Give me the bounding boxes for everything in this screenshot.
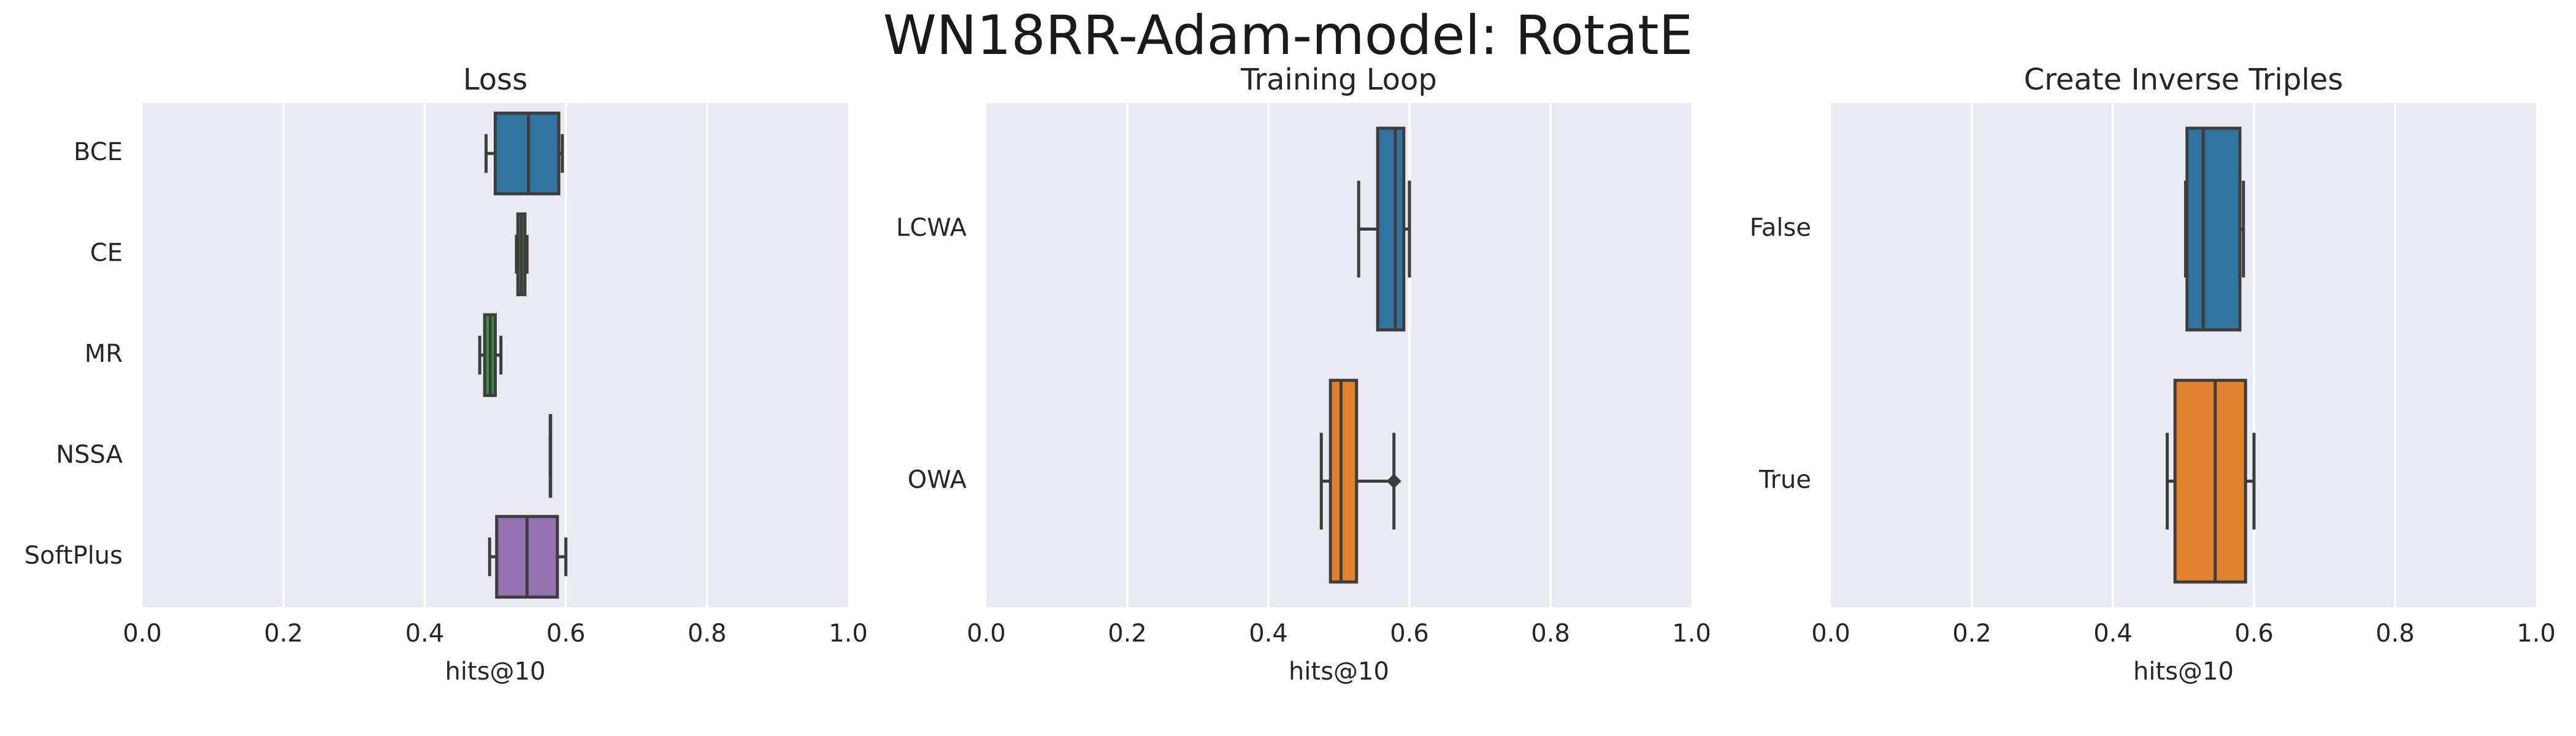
- y-tick-label: True: [1758, 466, 1811, 494]
- x-tick-label: 0.6: [1390, 619, 1429, 648]
- x-tick-label: 0.8: [1531, 619, 1570, 648]
- box-softplus: [488, 515, 568, 599]
- y-tick-label: CE: [90, 239, 123, 267]
- box-nssa: [548, 414, 553, 498]
- x-axis-label: hits@10: [1289, 657, 1389, 686]
- x-tick-label: 0.2: [264, 619, 303, 648]
- x-tick-label: 0.2: [1108, 619, 1147, 648]
- x-tick-label: 1.0: [829, 619, 868, 648]
- x-tick-label: 0.0: [967, 619, 1006, 648]
- x-tick-label: 1.0: [1672, 619, 1711, 648]
- y-tick-label: SoftPlus: [25, 542, 123, 570]
- x-tick-label: 0.0: [123, 619, 162, 648]
- box-true: [2166, 378, 2256, 584]
- x-tick-label: 0.8: [2375, 619, 2415, 648]
- y-tick-label: MR: [85, 340, 123, 368]
- box-owa: [1319, 378, 1401, 584]
- panel-title: Create Inverse Triples: [2024, 63, 2343, 97]
- panel-title: Training Loop: [1240, 63, 1437, 97]
- box-body: [2185, 126, 2242, 332]
- box-body: [2173, 378, 2247, 584]
- box-ce: [515, 212, 529, 296]
- box-body: [1328, 378, 1359, 584]
- flier-point: [1386, 473, 1401, 489]
- panel-title: Loss: [463, 63, 527, 97]
- x-tick-label: 1.0: [2517, 619, 2556, 648]
- box-false: [2183, 126, 2245, 332]
- x-axis-label: hits@10: [2133, 657, 2234, 686]
- y-tick-label: BCE: [74, 138, 123, 166]
- x-tick-label: 0.6: [546, 619, 586, 648]
- box-lcwa: [1357, 126, 1411, 332]
- box-mr: [478, 313, 503, 397]
- x-tick-label: 0.4: [2093, 619, 2133, 648]
- x-tick-label: 0.4: [1249, 619, 1288, 648]
- x-axis-label: hits@10: [445, 657, 546, 686]
- y-tick-label: OWA: [908, 466, 967, 494]
- x-tick-label: 0.6: [2234, 619, 2274, 648]
- x-tick-label: 0.0: [1811, 619, 1850, 648]
- box-bce: [485, 111, 564, 196]
- x-tick-label: 0.8: [688, 619, 727, 648]
- y-tick-label: NSSA: [56, 440, 123, 469]
- x-tick-label: 0.4: [405, 619, 445, 648]
- x-tick-label: 0.2: [1952, 619, 1991, 648]
- figure-title: WN18RR-Adam-model: RotatE: [883, 4, 1693, 67]
- y-tick-label: LCWA: [896, 214, 967, 242]
- box-body: [1376, 126, 1406, 332]
- y-tick-label: False: [1750, 214, 1811, 242]
